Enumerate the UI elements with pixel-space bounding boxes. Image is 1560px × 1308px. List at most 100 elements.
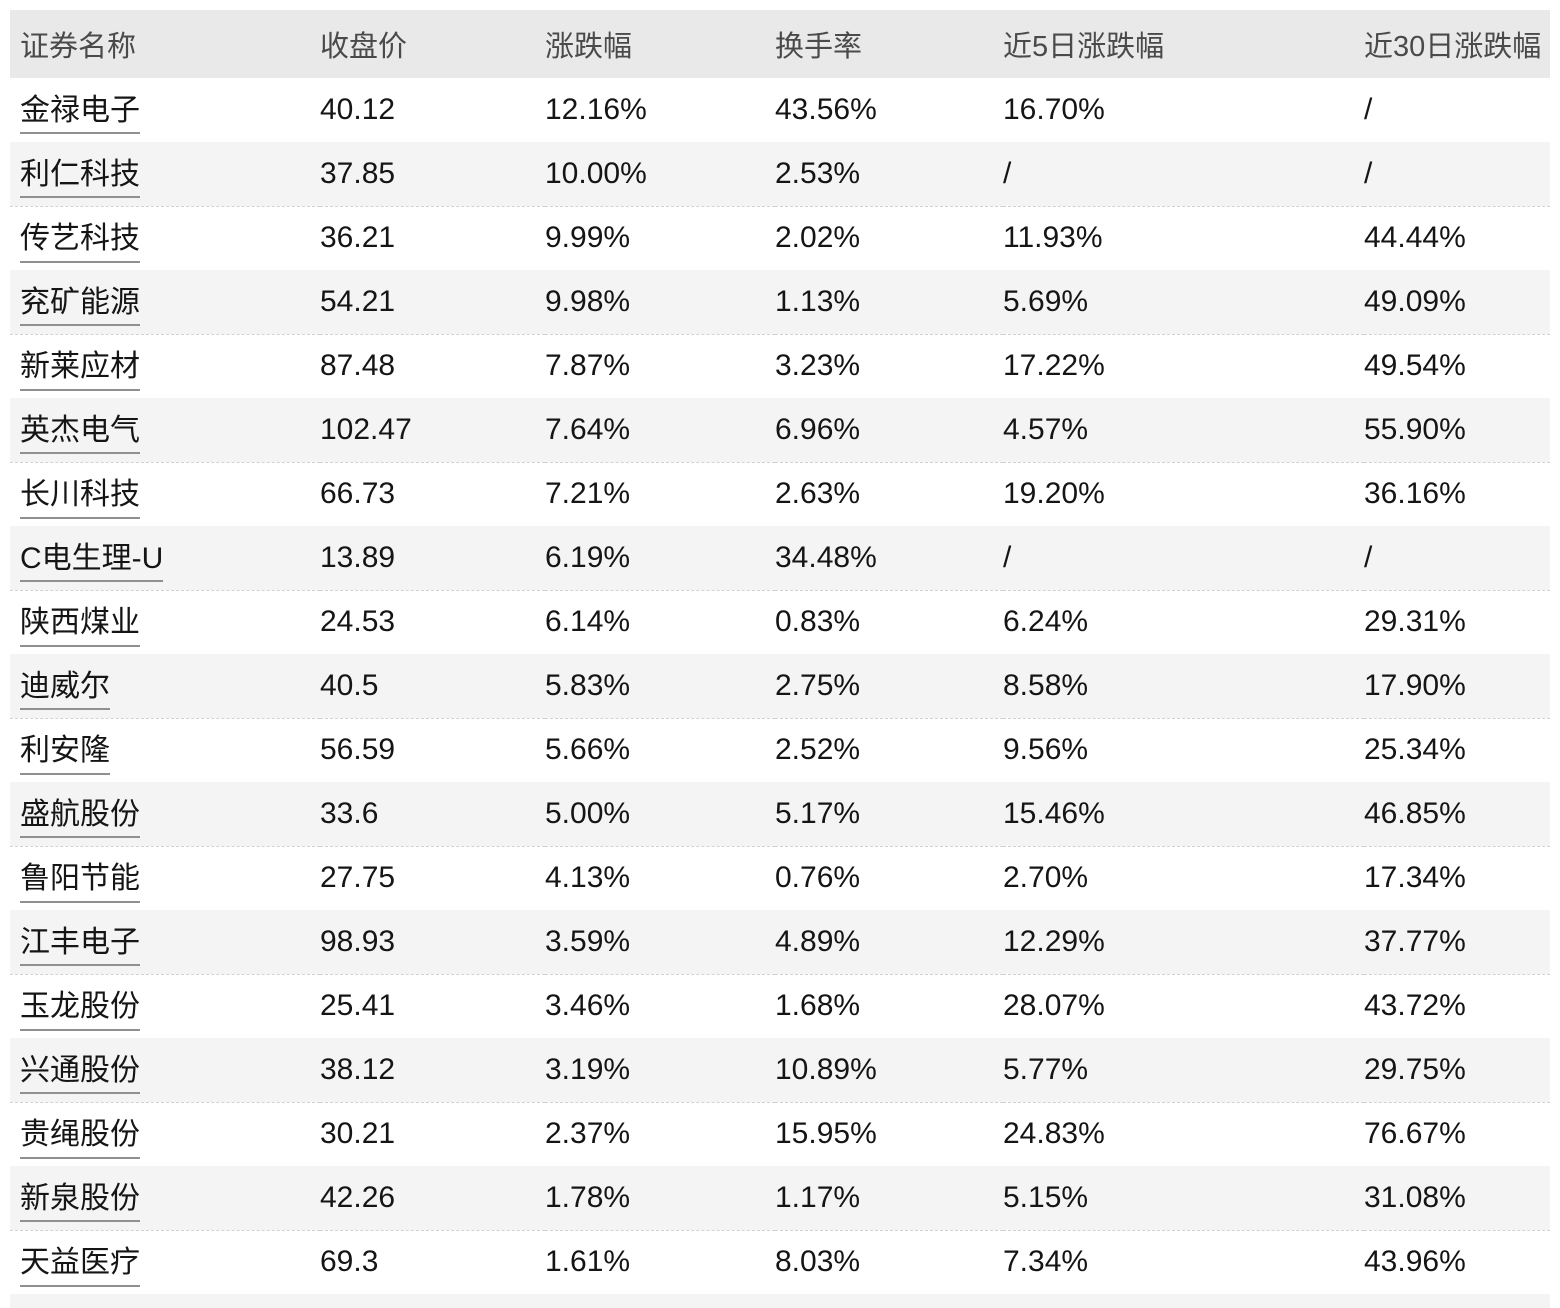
table-row: 英杰电气 102.47 7.64% 6.96% 4.57% 55.90% <box>10 398 1550 463</box>
stock-name-link[interactable]: 长川科技 <box>20 479 140 519</box>
stock-name-link[interactable]: 利安隆 <box>20 735 110 775</box>
5day-change-cell: 24.83% <box>1003 1117 1105 1151</box>
stock-name-link[interactable]: C电生理-U <box>20 542 164 582</box>
next-row-partial <box>10 1294 1550 1308</box>
table-row: 盛航股份 33.6 5.00% 5.17% 15.46% 46.85% <box>10 782 1550 847</box>
change-pct-cell: 7.87% <box>545 349 631 383</box>
close-price-cell: 36.21 <box>320 221 396 255</box>
30day-change-cell: 36.16% <box>1364 477 1466 511</box>
table-row: 新莱应材 87.48 7.87% 3.23% 17.22% 49.54% <box>10 334 1550 398</box>
security-name-cell: 盛航股份 <box>10 782 320 847</box>
security-name-cell: 贵绳股份 <box>10 1102 320 1166</box>
close-price-cell: 30.21 <box>320 1117 396 1151</box>
stock-name-link[interactable]: 利仁科技 <box>20 158 140 198</box>
table-row: 贵绳股份 30.21 2.37% 15.95% 24.83% 76.67% <box>10 1102 1550 1166</box>
change-pct-cell: 5.66% <box>545 733 631 767</box>
stock-name-link[interactable]: 盛航股份 <box>20 798 140 838</box>
column-header-close-price: 收盘价 <box>320 10 545 78</box>
close-price-cell: 42.26 <box>320 1166 545 1231</box>
turnover-rate-cell: 0.83% <box>775 605 861 639</box>
stock-name-link[interactable]: 新泉股份 <box>20 1182 140 1222</box>
stock-name-link[interactable]: 陕西煤业 <box>20 607 140 647</box>
close-price-cell: 33.6 <box>320 782 545 847</box>
change-pct-cell: 9.99% <box>545 221 631 255</box>
column-header-change-pct: 涨跌幅 <box>545 10 775 78</box>
turnover-rate-cell: 34.48% <box>775 526 1003 591</box>
close-price-cell: 27.75 <box>320 861 396 895</box>
table-row: 天益医疗 69.3 1.61% 8.03% 7.34% 43.96% <box>10 1230 1550 1294</box>
security-name-cell: 传艺科技 <box>10 206 320 270</box>
stock-name-link[interactable]: 新莱应材 <box>20 351 140 391</box>
30day-change-cell: 76.67% <box>1364 1117 1466 1151</box>
5day-change-cell: 5.77% <box>1003 1038 1364 1103</box>
close-price-cell: 37.85 <box>320 142 545 207</box>
change-pct-cell: 3.19% <box>545 1038 775 1103</box>
close-price-cell: 24.53 <box>320 605 396 639</box>
security-name-cell: C电生理-U <box>10 526 320 591</box>
5day-change-cell: 17.22% <box>1003 349 1105 383</box>
table-row: C电生理-U 13.89 6.19% 34.48% / / <box>10 526 1550 591</box>
30day-change-cell: 25.34% <box>1364 733 1466 767</box>
30day-change-cell: / <box>1364 93 1373 126</box>
stock-name-link[interactable]: 江丰电子 <box>20 926 140 966</box>
close-price-cell: 102.47 <box>320 398 545 463</box>
turnover-rate-cell: 3.23% <box>775 349 861 383</box>
table-row: 利仁科技 37.85 10.00% 2.53% / / <box>10 142 1550 207</box>
5day-change-cell: 9.56% <box>1003 733 1089 767</box>
turnover-rate-cell: 5.17% <box>775 782 1003 847</box>
table-row: 鲁阳节能 27.75 4.13% 0.76% 2.70% 17.34% <box>10 846 1550 910</box>
30day-change-cell: 44.44% <box>1364 221 1466 255</box>
5day-change-cell: 6.24% <box>1003 605 1089 639</box>
stock-name-link[interactable]: 玉龙股份 <box>20 991 140 1031</box>
stock-name-link[interactable]: 鲁阳节能 <box>20 863 140 903</box>
security-name-cell: 江丰电子 <box>10 910 320 975</box>
table-row: 传艺科技 36.21 9.99% 2.02% 11.93% 44.44% <box>10 206 1550 270</box>
30day-change-cell: 17.90% <box>1364 654 1550 719</box>
change-pct-cell: 2.37% <box>545 1117 631 1151</box>
5day-change-cell: 12.29% <box>1003 910 1364 975</box>
column-header-5day-change: 近5日涨跌幅 <box>1003 10 1364 78</box>
5day-change-cell: 11.93% <box>1003 221 1103 255</box>
change-pct-cell: 5.83% <box>545 654 775 719</box>
stock-name-link[interactable]: 传艺科技 <box>20 223 140 263</box>
security-name-cell: 利安隆 <box>10 718 320 782</box>
change-pct-cell: 3.46% <box>545 989 631 1023</box>
table-row: 陕西煤业 24.53 6.14% 0.83% 6.24% 29.31% <box>10 590 1550 654</box>
change-pct-cell: 6.19% <box>545 526 775 591</box>
turnover-rate-cell: 15.95% <box>775 1117 877 1151</box>
change-pct-cell: 9.98% <box>545 270 775 335</box>
turnover-rate-cell: 1.13% <box>775 270 1003 335</box>
5day-change-cell: 7.34% <box>1003 1245 1089 1279</box>
table-row: 新泉股份 42.26 1.78% 1.17% 5.15% 31.08% <box>10 1166 1550 1231</box>
change-pct-cell: 3.59% <box>545 910 775 975</box>
stock-name-link[interactable]: 金禄电子 <box>20 95 140 135</box>
close-price-cell: 98.93 <box>320 910 545 975</box>
turnover-rate-cell: 43.56% <box>775 93 877 126</box>
column-header-30day-change: 近30日涨跌幅 <box>1364 10 1550 78</box>
30day-change-cell: 29.75% <box>1364 1038 1550 1103</box>
stock-name-link[interactable]: 贵绳股份 <box>20 1119 140 1159</box>
security-name-cell: 陕西煤业 <box>10 590 320 654</box>
table-row: 长川科技 66.73 7.21% 2.63% 19.20% 36.16% <box>10 462 1550 526</box>
5day-change-cell: / <box>1003 142 1364 207</box>
security-name-cell: 新莱应材 <box>10 334 320 398</box>
column-header-security-name: 证券名称 <box>10 10 320 78</box>
table-row: 利安隆 56.59 5.66% 2.52% 9.56% 25.34% <box>10 718 1550 782</box>
turnover-rate-cell: 4.89% <box>775 910 1003 975</box>
stock-name-link[interactable]: 兖矿能源 <box>20 286 140 326</box>
turnover-rate-cell: 0.76% <box>775 861 861 895</box>
stock-name-link[interactable]: 天益医疗 <box>20 1247 140 1287</box>
turnover-rate-cell: 10.89% <box>775 1038 1003 1103</box>
stock-name-link[interactable]: 兴通股份 <box>20 1054 140 1094</box>
stock-name-link[interactable]: 英杰电气 <box>20 414 140 454</box>
security-name-cell: 鲁阳节能 <box>10 846 320 910</box>
close-price-cell: 69.3 <box>320 1245 379 1279</box>
close-price-cell: 54.21 <box>320 270 545 335</box>
column-header-turnover-rate: 换手率 <box>775 10 1003 78</box>
turnover-rate-cell: 2.53% <box>775 142 1003 207</box>
5day-change-cell: / <box>1003 526 1364 591</box>
stock-name-link[interactable]: 迪威尔 <box>20 670 110 710</box>
table-row: 迪威尔 40.5 5.83% 2.75% 8.58% 17.90% <box>10 654 1550 719</box>
change-pct-cell: 5.00% <box>545 782 775 847</box>
